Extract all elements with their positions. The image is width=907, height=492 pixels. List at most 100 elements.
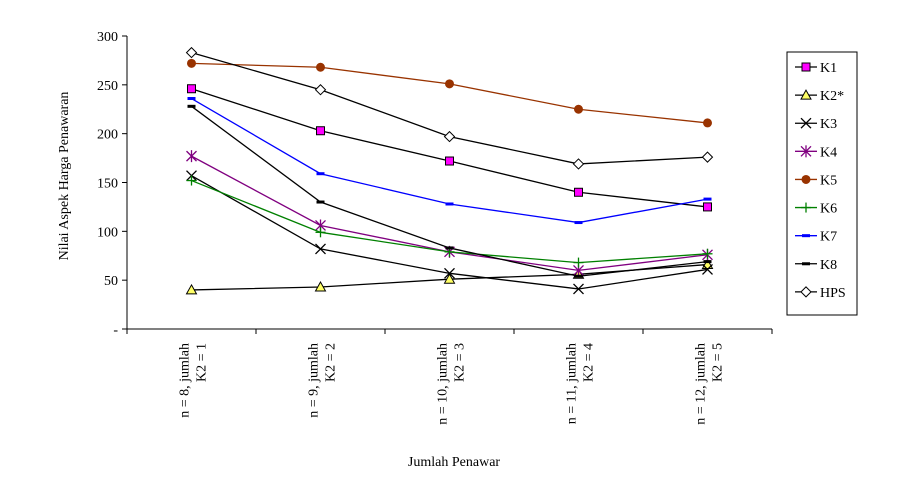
legend-label: K2* [820,89,844,104]
x-tick-label: n = 10, jumlah K2 = 3 [436,343,468,425]
legend-item: K6 [795,202,837,217]
series-line [191,88,708,208]
data-point [703,197,712,201]
legend-item: K1 [795,61,837,76]
data-point [187,104,196,108]
data-point [443,273,456,284]
legend-item: K8 [795,258,837,273]
legend-label: K3 [820,117,837,132]
legend-marker [800,286,812,298]
data-point [574,274,583,278]
y-axis-ticks: - 50 100 150 200 250 300 [97,30,127,338]
legend-label: K1 [820,61,837,76]
legend-item: K2* [795,89,844,104]
chart-series [185,46,714,295]
legend-label: K5 [820,173,837,188]
data-point [703,202,712,212]
data-point [315,227,326,238]
data-point [703,260,712,264]
chart-legend: K1 K2* K3 K4 K5 K6 K7 K8 HPS [786,51,858,316]
legend-marker [802,262,810,266]
data-point [186,175,197,186]
data-point [573,257,584,268]
data-point [186,150,197,163]
legend-marker [801,202,811,213]
series-k6 [186,175,713,268]
legend-marker [800,117,812,129]
legend-marker [802,234,810,238]
data-point [316,62,325,72]
series-k4 [186,150,713,277]
data-point [703,118,712,128]
data-point [314,84,327,96]
data-point [316,126,325,136]
series-k3 [186,170,713,295]
x-tick-label: n = 12, jumlah K2 = 5 [694,343,726,425]
legend-item: K7 [795,230,837,245]
x-axis-label: Jumlah Penawar [408,455,500,470]
y-tick-label: 300 [97,30,118,45]
y-tick-label: 250 [97,79,118,94]
x-tick-label: n = 9, jumlah K2 = 2 [307,343,339,418]
y-tick-label: 50 [104,274,118,289]
legend-label: K7 [820,230,837,245]
data-point [187,58,196,68]
data-point [316,200,325,204]
data-point [445,246,454,250]
series-k7 [187,97,712,225]
data-point [443,130,456,143]
legend-item: K4 [795,145,837,160]
legend-label: HPS [820,286,846,301]
data-point [187,84,196,94]
data-point [187,97,196,101]
y-tick-label: 200 [97,128,118,143]
legend-marker [800,89,812,100]
series-hps [185,46,714,170]
data-point [572,158,585,170]
series-line [191,51,708,165]
legend-label: K6 [820,202,837,217]
data-point [702,263,713,275]
y-axis-label: Nilai Aspek Harga Penawaran [57,92,72,261]
legend-box [786,51,858,316]
x-tick-label: n = 8, jumlah K2 = 1 [178,343,210,418]
legend-item: K5 [795,173,837,188]
data-point [314,280,327,292]
data-point [445,79,454,89]
y-tick-label: - [113,323,118,338]
data-point [574,104,583,114]
data-point [316,172,325,176]
data-point [701,151,714,163]
data-point [574,187,583,197]
series-k1 [187,84,712,212]
data-point [574,221,583,225]
series-k5 [187,58,712,128]
x-tick-label: n = 11, jumlah K2 = 4 [565,343,597,424]
legend-marker [801,62,811,72]
data-point [445,156,454,166]
x-axis-ticks: n = 8, jumlah K2 = 1 n = 9, jumlah K2 = 2 n … [126,329,773,425]
legend-marker [800,145,812,158]
legend-item: K3 [795,117,837,132]
data-point [185,283,198,295]
data-point [573,283,584,295]
series-line [191,175,708,290]
legend-marker [801,174,811,184]
y-tick-label: 150 [97,177,118,192]
series-k2 [185,258,714,295]
data-point [315,243,326,255]
data-point [445,202,454,206]
legend-item: HPS [795,286,846,301]
data-point [444,267,455,279]
y-tick-label: 100 [97,225,118,240]
data-point [702,248,713,259]
legend-label: K8 [820,258,837,273]
series-k8 [187,104,712,278]
data-point [185,46,198,59]
